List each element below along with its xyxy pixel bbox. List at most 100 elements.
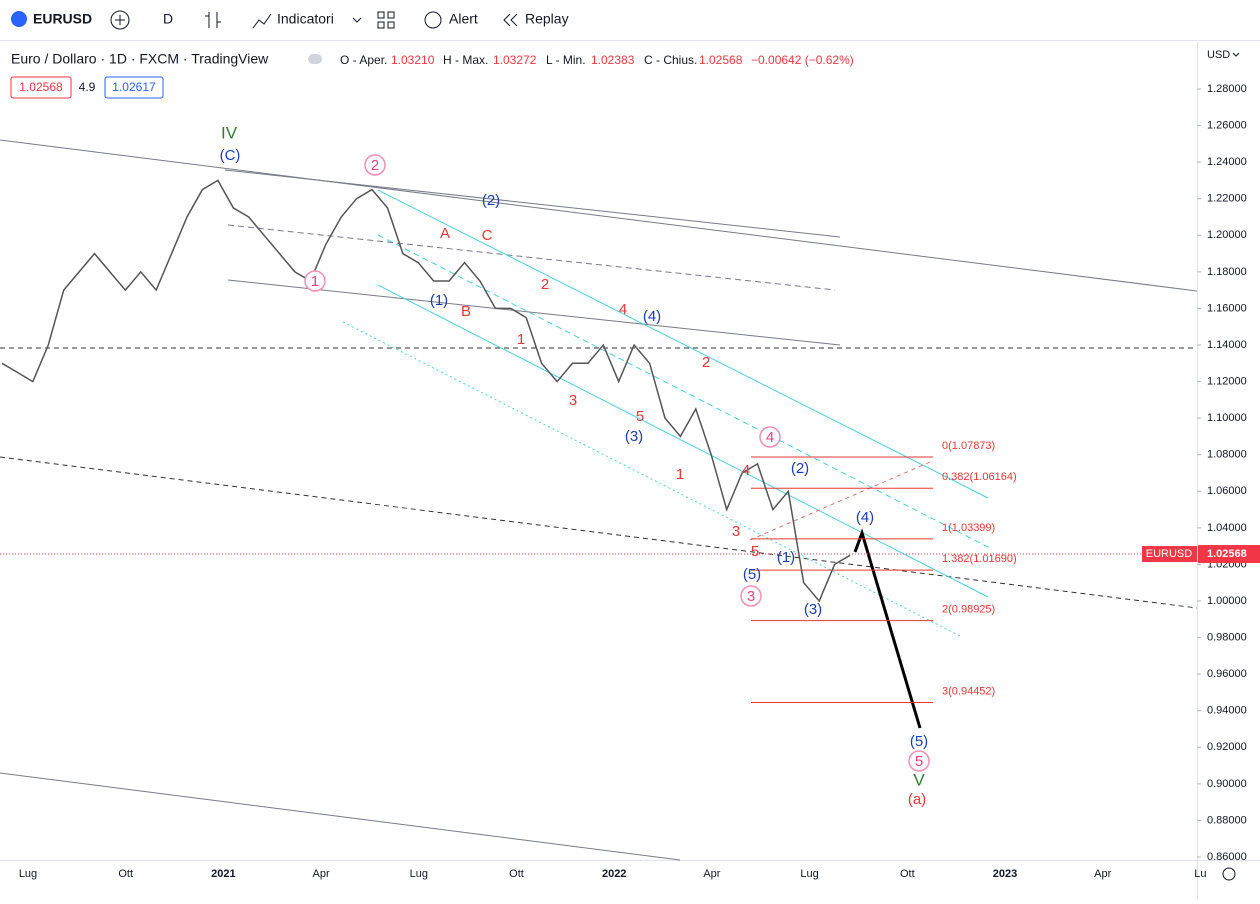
y-tick-label: 1.08000 [1207,449,1247,461]
ask[interactable]: 1.02617 [112,80,156,94]
x-tick-label: Apr [313,868,330,880]
fib-label: 2(0.98925) [942,604,995,616]
y-tick-label: 1.22000 [1207,193,1247,205]
legend-l-label: L - Min. [546,53,586,67]
wave-circle [759,426,781,448]
wave-label: 2 [371,157,379,174]
y-tick-label: 1.18000 [1207,266,1247,278]
wave-label: 3 [569,392,577,409]
chart-marks: 0.86000 0.88000 0.90000 0.92000 0.94000 0.960… [0,83,1260,880]
wave-circle [740,585,762,607]
add-icon[interactable] [110,10,130,30]
wave-label: 3 [747,588,755,605]
wave-label: A [440,225,450,242]
y-tick-label: 1.28000 [1207,83,1247,95]
y-tick-label: 1.04000 [1207,522,1247,534]
wave-label: 5 [751,543,759,560]
x-tick-label: Lu [1194,868,1206,880]
y-tick-label: 1.12000 [1207,375,1247,387]
indicators-icon[interactable] [252,13,272,29]
last-price-tag [1142,546,1197,563]
alert-icon[interactable] [424,11,442,29]
x-tick-label: Apr [703,868,720,880]
y-tick-label: 0.88000 [1207,814,1247,826]
wave-label: 3 [732,523,740,540]
wave-label: (C) [220,147,241,164]
legend-o: 1.03210 [391,53,435,67]
y-tick-label: 1.20000 [1207,229,1247,241]
currency[interactable]: USD [1207,49,1230,61]
y-tick-label: 0.86000 [1207,851,1247,863]
currency-dropdown[interactable] [1232,52,1240,57]
wave-label: (2) [791,460,809,477]
y-tick-label: 0.96000 [1207,668,1247,680]
bid-box[interactable] [10,76,72,99]
y-tick-label: 1.26000 [1207,119,1247,131]
y-tick-label: 0.90000 [1207,778,1247,790]
wave-label: 1 [517,331,525,348]
layout-icon[interactable] [377,11,395,29]
legend-h: 1.03272 [493,53,537,67]
fib-label: 0(1.07873) [942,440,995,452]
indicators[interactable]: Indicatori [277,11,334,27]
wave-label: (1) [430,292,448,309]
legend-o-label: O - Aper. [340,53,387,67]
y-tick-label: 1.24000 [1207,156,1247,168]
y-tick-label: 0.94000 [1207,705,1247,717]
wave-label: B [461,303,471,320]
legend-toggle[interactable] [308,54,322,64]
ask-box[interactable] [104,76,164,99]
x-tick-label: Ott [118,868,133,880]
wave-label: 2 [541,276,549,293]
wave-circle [908,750,930,772]
legend-l: 1.02383 [591,53,635,67]
wave-label: 5 [636,408,644,425]
x-tick-label: Lug [800,868,818,880]
spread: 4.9 [79,80,96,94]
alert[interactable]: Alert [449,11,478,27]
wave-label: 4 [766,429,774,446]
add-plus [115,15,125,25]
symbol[interactable]: EURUSD [33,11,92,27]
settings-icon[interactable] [1222,867,1236,881]
price-line [1,179,851,603]
drawings [0,139,1198,861]
wave-label: V [913,770,925,789]
y-tick-label: 1.06000 [1207,485,1247,497]
wave-label: 2 [702,354,710,371]
y-tick-label: 1.10000 [1207,412,1247,424]
wave-label: (2) [482,192,500,209]
x-tick-label: Apr [1094,868,1111,880]
wave-label: (4) [643,308,661,325]
x-tick-label: Ott [900,868,915,880]
wave-label: 4 [742,462,750,479]
fib-label: 0.382(1.06164) [942,471,1017,483]
y-tick-label: 1.00000 [1207,595,1247,607]
x-tick-label: Lug [410,868,428,880]
bid[interactable]: 1.02568 [19,80,63,94]
fib-label: 1(1.03399) [942,522,995,534]
legend-title: Euro / Dollaro · 1D · FXCM · TradingView [11,51,269,67]
symbol-icon [11,11,27,27]
y-tick-label: 0.92000 [1207,741,1247,753]
wave-label: 4 [619,301,627,318]
interval[interactable]: D [163,11,173,27]
dropdown[interactable] [352,17,362,23]
y-tick-label: 1.16000 [1207,302,1247,314]
x-tick-label: 2023 [993,868,1017,880]
wave-label: (3) [804,601,822,618]
x-tick-label: Lug [19,868,37,880]
replay[interactable]: Replay [525,11,569,27]
legend-change: −0.00642 (−0.62%) [751,53,854,67]
legend-c: 1.02568 [699,53,743,67]
toolbar [0,0,1260,40]
replay-icon[interactable] [503,13,518,27]
x-tick-label: 2022 [602,868,626,880]
wave-label: (3) [625,428,643,445]
last-price-label: 1.02568 [1207,548,1247,560]
fib-label: 1.382(1.01690) [942,553,1017,565]
wave-label: C [482,227,493,244]
bars-icon[interactable] [205,12,221,28]
last-price-box [1198,545,1260,564]
